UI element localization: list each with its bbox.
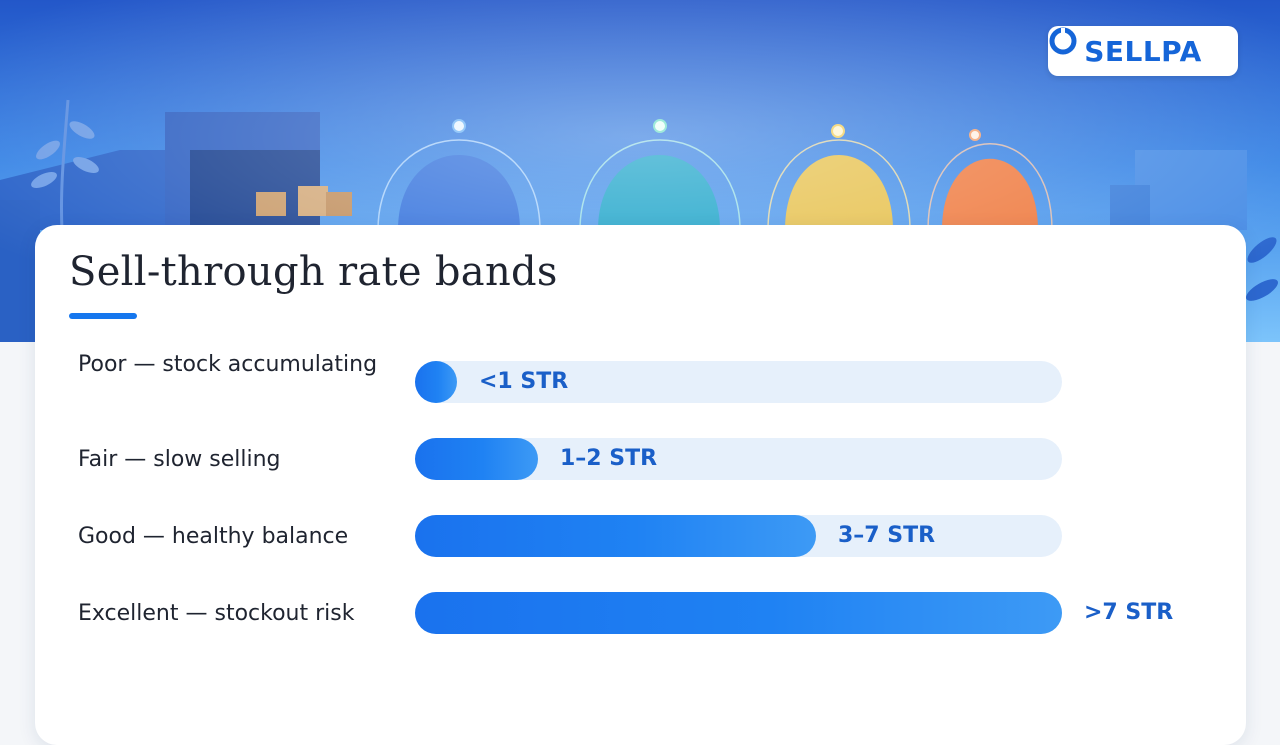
bar-poor	[415, 361, 457, 403]
value-label-poor: <1 STR	[479, 369, 569, 394]
title-underline	[69, 313, 137, 319]
bar-fair	[415, 438, 538, 480]
bar-track-excellent	[415, 592, 1062, 634]
logo-text: SELLPA	[1084, 34, 1202, 68]
chart-card: Sell-through rate bands Poor — stock acc…	[35, 225, 1246, 745]
category-label-fair: Fair — slow selling	[78, 447, 281, 472]
bar-good	[415, 515, 816, 557]
category-label-good: Good — healthy balance	[78, 524, 349, 549]
logo-mark-icon	[1049, 27, 1077, 55]
bar-track-poor	[415, 361, 1062, 403]
bar-excellent	[415, 592, 1062, 634]
brand-logo: SELLPA	[1048, 26, 1238, 76]
value-label-good: 3–7 STR	[838, 523, 936, 548]
value-label-excellent: >7 STR	[1084, 600, 1174, 625]
chart-title: Sell-through rate bands	[69, 249, 558, 295]
category-label-poor: Poor — stock accumulating	[78, 352, 378, 377]
value-label-fair: 1–2 STR	[560, 446, 658, 471]
category-label-excellent: Excellent — stockout risk	[78, 601, 355, 626]
bar-track-fair	[415, 438, 1062, 480]
bar-track-good	[415, 515, 1062, 557]
